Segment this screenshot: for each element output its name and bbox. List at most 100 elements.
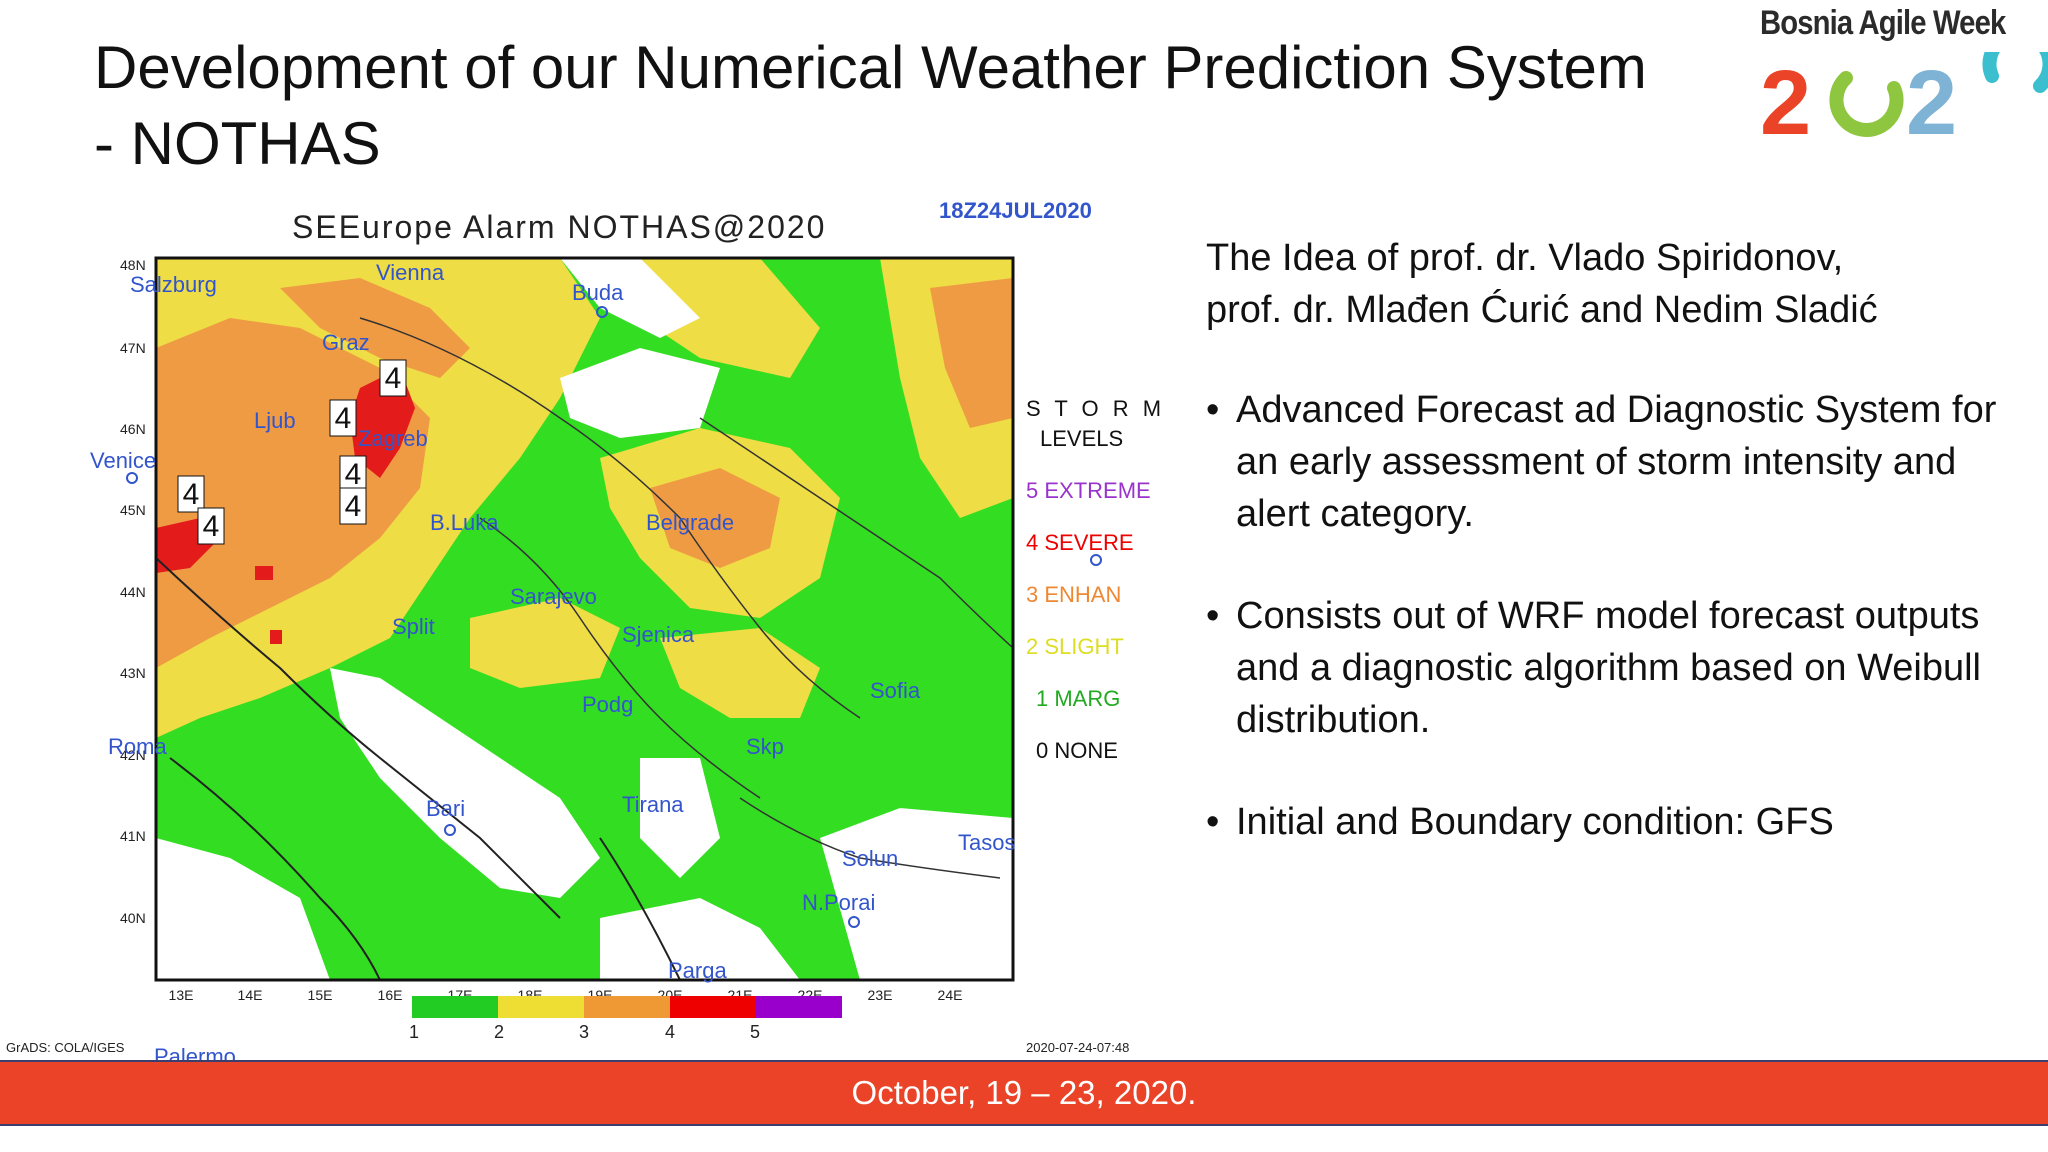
slide-title-line-2: - NOTHAS xyxy=(94,110,381,177)
storm-marker-label: 4 xyxy=(335,402,352,435)
bullet-boundary-condition: Initial and Boundary condition: GFS xyxy=(1206,796,2026,848)
storm-level-0: 0 NONE xyxy=(1036,738,1118,763)
city-label-skp: Skp xyxy=(746,734,784,759)
marker-box xyxy=(379,359,407,397)
lon-label: 13E xyxy=(169,987,194,1003)
field-white-southwest xyxy=(156,838,330,980)
lat-label: 47N xyxy=(120,340,146,356)
city-label-zagreb: Zagreb xyxy=(358,426,428,451)
map-adriatic-coast xyxy=(156,557,561,919)
lat-label: 40N xyxy=(120,910,146,926)
storm-level-3: 3 ENHAN xyxy=(1026,582,1121,607)
footer-dates: October, 19 – 23, 2020. xyxy=(851,1074,1197,1111)
logo-ring-green xyxy=(1829,71,1904,137)
lat-label: 45N xyxy=(120,502,146,518)
colorbar-segment xyxy=(670,996,756,1018)
colorbar-ticks: 1 2 3 4 5 xyxy=(409,1022,760,1042)
city-label-solun: Solun xyxy=(842,846,898,871)
city-label-podg: Podg xyxy=(582,692,633,717)
field-white-aegean xyxy=(600,898,800,980)
storm-marker-label: 4 xyxy=(203,510,220,543)
city-dot xyxy=(848,916,860,928)
lon-label: 14E xyxy=(238,987,263,1003)
city-label-sofia: Sofia xyxy=(870,678,921,703)
field-white-pannonia xyxy=(560,348,720,438)
bullet-forecast-system: Advanced Forecast ad Diagnostic System f… xyxy=(1206,384,2026,540)
slide-title-line-1: Development of our Numerical Weather Pre… xyxy=(94,34,1647,101)
city-dot xyxy=(1090,554,1102,566)
city-label-b-luka: B.Luka xyxy=(430,510,499,535)
colorbar-segment xyxy=(498,996,584,1018)
event-logo: Bosnia Agile Week 2 2 xyxy=(1758,0,2048,150)
marker-box xyxy=(339,487,367,525)
field-orange-far-east xyxy=(930,278,1013,428)
lon-label: 23E xyxy=(868,987,893,1003)
map-border-2 xyxy=(479,517,761,799)
logo-digit-2-second: 2 xyxy=(1906,52,1957,142)
storm-map-figure: SEEurope Alarm NOTHAS@2020 18Z24JUL2020 xyxy=(0,198,1180,1060)
map-greek-coast xyxy=(599,837,681,980)
map-field xyxy=(156,258,1013,980)
colorbar-tick: 1 xyxy=(409,1022,419,1042)
lat-label: 48N xyxy=(120,257,146,273)
colorbar-segment xyxy=(756,996,842,1018)
description-column: The Idea of prof. dr. Vlado Spiridonov, … xyxy=(1206,232,2026,848)
colorbar-segment xyxy=(584,996,670,1018)
colorbar-segment xyxy=(412,996,498,1018)
city-label-sjenica: Sjenica xyxy=(622,622,695,647)
map-timestamp: 18Z24JUL2020 xyxy=(939,198,1092,223)
lat-label: 44N xyxy=(120,584,146,600)
city-label-venice: Venice xyxy=(90,448,156,473)
marker-box xyxy=(197,507,225,545)
city-label-belgrade: Belgrade xyxy=(646,510,734,535)
grads-credit: GrADS: COLA/IGES xyxy=(6,1040,125,1055)
lon-label: 15E xyxy=(308,987,333,1003)
city-label-bari: Bari xyxy=(426,796,465,821)
colorbar-tick: 5 xyxy=(750,1022,760,1042)
colorbar-tick: 2 xyxy=(494,1022,504,1042)
storm-level-5: 5 EXTREME xyxy=(1026,478,1151,503)
city-label-tirana: Tirana xyxy=(622,792,684,817)
city-label-sarajevo: Sarajevo xyxy=(510,584,597,609)
credit-line-1: The Idea of prof. dr. Vlado Spiridonov, xyxy=(1206,237,1844,279)
city-label-parga: Parga xyxy=(668,958,727,983)
field-white-north xyxy=(560,258,700,338)
city-label-salzburg: Salzburg xyxy=(130,272,217,297)
lon-label: 24E xyxy=(938,987,963,1003)
colorbar xyxy=(412,996,842,1018)
storm-legend-title: S T O R M xyxy=(1026,396,1165,421)
map-generated-time: 2020-07-24-07:48 xyxy=(1026,1040,1129,1055)
lon-label: 16E xyxy=(378,987,403,1003)
logo-year-graphic: 2 2 xyxy=(1760,52,2048,142)
map-border-3 xyxy=(699,417,1013,649)
credit-line-2: prof. dr. Mlađen Ćurić and Nedim Sladić xyxy=(1206,289,1878,331)
city-label-buda: Buda xyxy=(572,280,624,305)
footer-bar: October, 19 – 23, 2020. xyxy=(0,1060,2048,1126)
field-white-adriatic xyxy=(330,668,600,898)
field-orange-east xyxy=(650,468,780,568)
map-frame xyxy=(154,256,1015,982)
city-label-vienna: Vienna xyxy=(376,260,445,285)
slide-title: Development of our Numerical Weather Pre… xyxy=(94,30,1734,182)
colorbar-tick: 3 xyxy=(579,1022,589,1042)
map-border-4 xyxy=(739,797,1001,879)
lat-label: 42N xyxy=(120,747,146,763)
map-title: SEEurope Alarm NOTHAS@2020 xyxy=(292,209,826,245)
storm-level-4: 4 SEVERE xyxy=(1026,530,1134,555)
city-label-palermo: Palermo xyxy=(154,1044,236,1060)
storm-levels-legend: S T O R M LEVELS 5 EXTREME 4 SEVERE 3 EN… xyxy=(1026,396,1165,763)
lat-label: 46N xyxy=(120,421,146,437)
city-label-n-porai: N.Porai xyxy=(802,890,875,915)
colorbar-tick: 4 xyxy=(665,1022,675,1042)
city-label-tasos: Tasos xyxy=(958,830,1015,855)
city-label-split: Split xyxy=(392,614,435,639)
storm-marker-label: 4 xyxy=(385,362,402,395)
city-dots xyxy=(126,306,1102,928)
city-label-graz: Graz xyxy=(322,330,370,355)
field-white-albania xyxy=(640,758,720,878)
field-red-spot-1 xyxy=(255,566,273,580)
storm-level-1: 1 MARG xyxy=(1036,686,1120,711)
marker-box xyxy=(329,399,357,437)
city-dot xyxy=(126,472,138,484)
city-labels: Salzburg Vienna Buda Graz Ljub Zagreb Ve… xyxy=(90,260,1015,983)
